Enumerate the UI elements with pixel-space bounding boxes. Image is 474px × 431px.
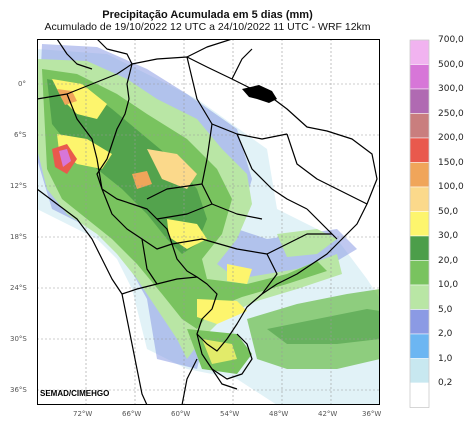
colorbar-swatch — [409, 358, 430, 384]
colorbar-label: 100,0 — [438, 182, 464, 192]
colorbar-label: 200,0 — [438, 133, 464, 143]
colorbar-swatch — [409, 64, 430, 90]
colorbar-label: 250,0 — [438, 108, 464, 119]
credit-label: SEMAD/CIMEHGO — [40, 389, 110, 398]
lat-tick-label: 18°S — [10, 233, 27, 241]
colorbar-swatch — [409, 333, 430, 359]
lat-tick-label: 0° — [18, 80, 26, 88]
lon-tick-label: 66°W — [122, 410, 142, 418]
colorbar-label: 1,0 — [438, 353, 453, 364]
colorbar-label: 500,0 — [438, 59, 464, 70]
colorbar-swatch — [409, 186, 430, 212]
colorbar-label: 700,0 — [438, 35, 464, 45]
lat-tick-label: 24°S — [10, 284, 27, 292]
lat-tick-label: 30°S — [10, 335, 27, 343]
colorbar-label: 5,0 — [438, 304, 453, 315]
colorbar-swatch — [409, 284, 430, 310]
colorbar-label: 300,0 — [438, 84, 464, 94]
colorbar-label: 50,0 — [438, 206, 459, 217]
colorbar-frame — [409, 39, 430, 408]
colorbar-swatch — [409, 113, 430, 139]
colorbar-swatch — [409, 88, 430, 114]
lon-tick-label: 42°W — [318, 410, 338, 418]
lon-tick-label: 48°W — [269, 410, 289, 418]
colorbar-swatch — [409, 382, 430, 408]
colorbar-swatch — [409, 235, 430, 261]
lon-tick-label: 72°W — [73, 410, 93, 418]
map-title: Precipitação Acumulada em 5 dias (mm) — [102, 9, 313, 21]
lon-tick-label: 54°W — [220, 410, 240, 418]
map-subtitle: Acumulado de 19/10/2022 12 UTC a 24/10/2… — [44, 21, 371, 33]
colorbar-label: 150,0 — [438, 157, 464, 168]
colorbar-label: 10,0 — [438, 280, 459, 290]
lat-tick-label: 6°S — [14, 131, 27, 139]
colorbar-swatch — [409, 137, 430, 163]
colorbar-swatch — [409, 39, 430, 65]
lon-tick-label: 60°W — [171, 410, 191, 418]
colorbar-label: 20,0 — [438, 255, 459, 266]
marajo-island — [242, 85, 277, 103]
colorbar-swatch — [409, 162, 430, 188]
colorbar-label: 30,0 — [438, 231, 459, 241]
borders — [37, 39, 378, 405]
lat-tick-label: 36°S — [10, 386, 27, 394]
colorbar-swatch — [409, 260, 430, 286]
colorbar-swatch — [409, 211, 430, 237]
colorbar-label: 2,0 — [438, 329, 453, 339]
graticule — [37, 39, 380, 405]
colorbar-swatch — [409, 309, 430, 335]
lon-tick-label: 36°W — [362, 410, 382, 418]
colorbar-label: 0,2 — [438, 378, 453, 388]
precip-field — [37, 44, 380, 405]
precipitation-map — [37, 39, 380, 405]
lat-tick-label: 12°S — [10, 182, 27, 190]
